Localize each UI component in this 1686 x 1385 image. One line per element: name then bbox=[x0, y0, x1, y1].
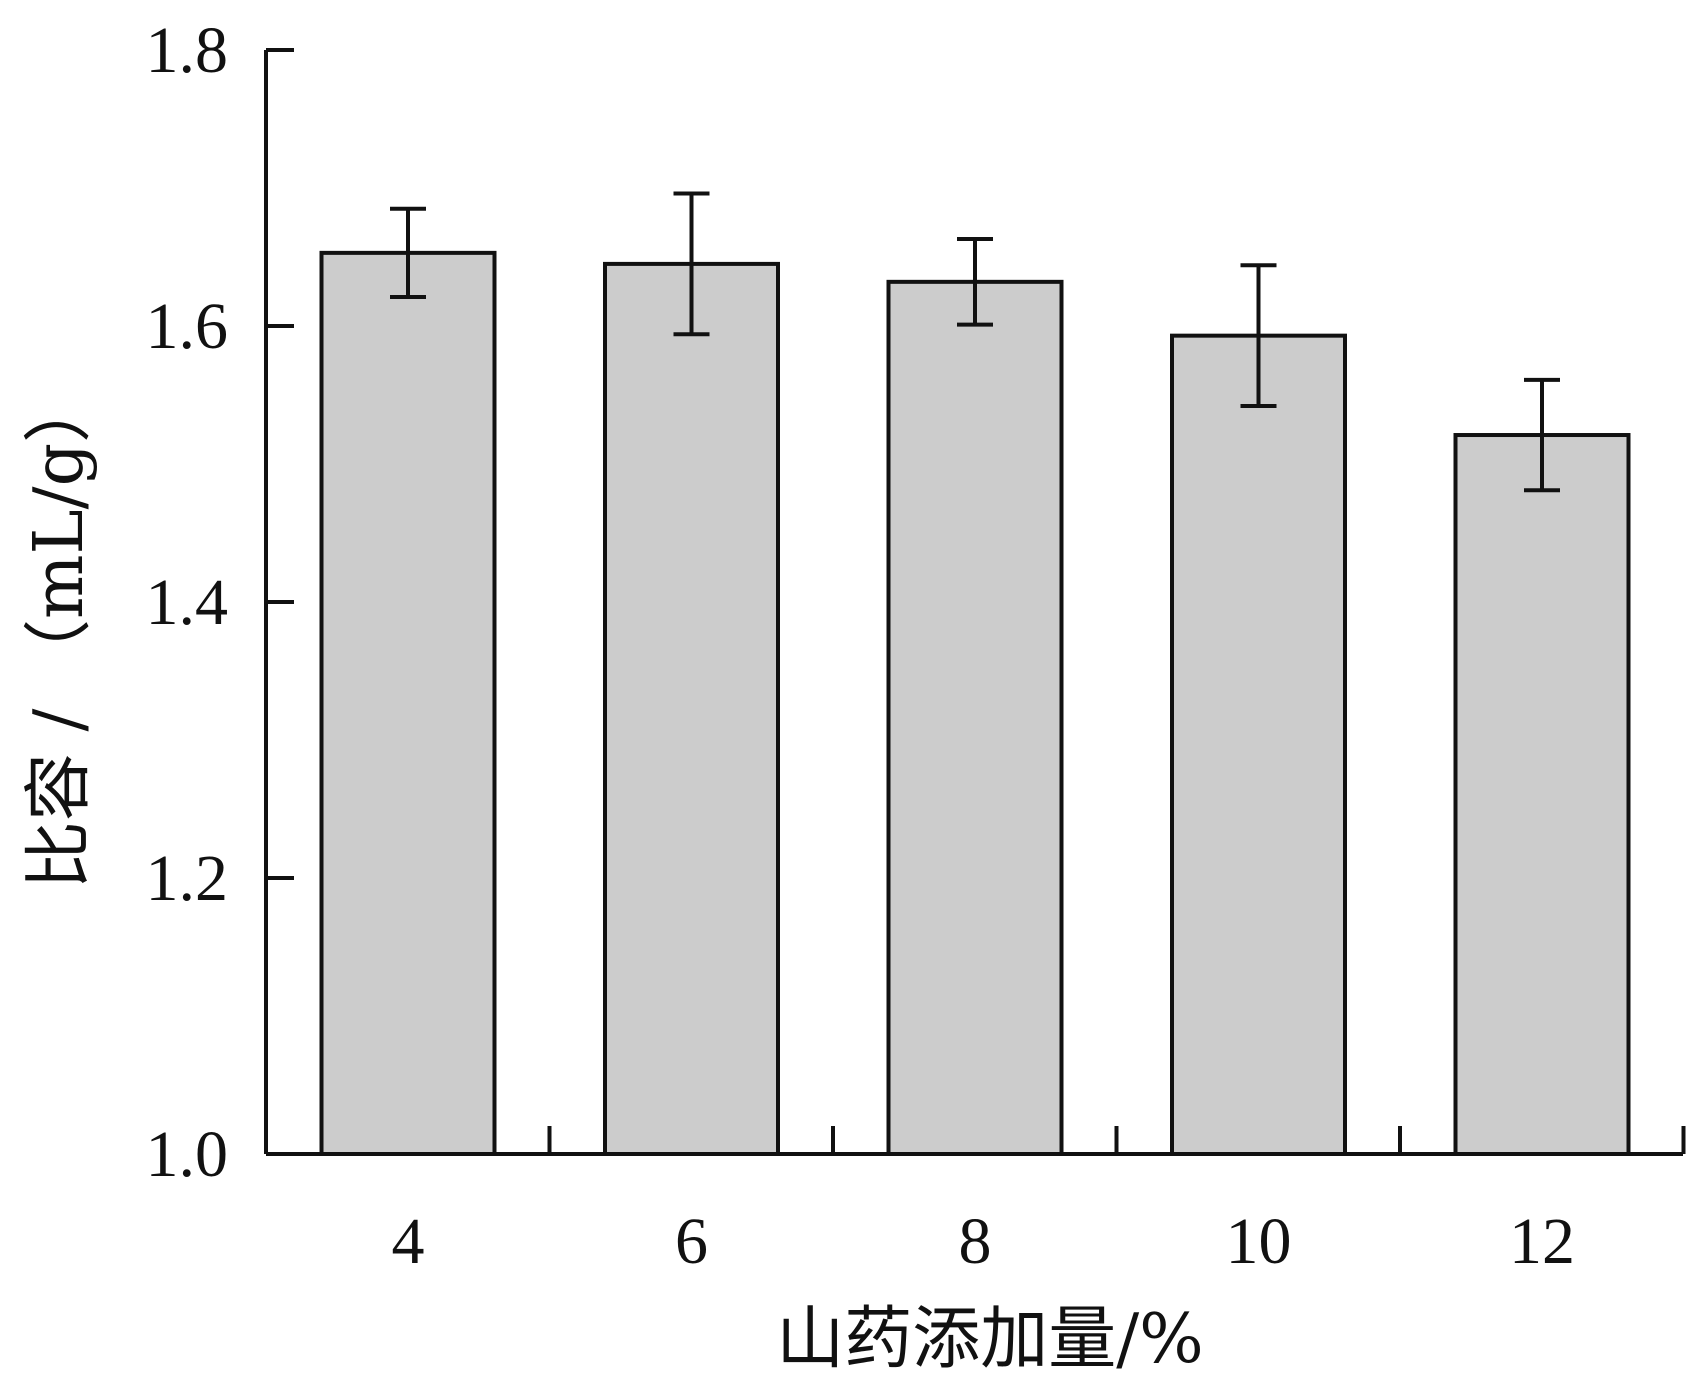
x-tick-label-6: 6 bbox=[675, 1205, 708, 1278]
x-tick-label-4: 4 bbox=[392, 1205, 425, 1278]
axes-layer bbox=[264, 48, 1686, 1156]
x-tick-label-10: 10 bbox=[1226, 1205, 1292, 1278]
bar-4 bbox=[319, 250, 497, 1157]
bar-12 bbox=[1453, 433, 1631, 1156]
y-tick-label-1.6: 1.6 bbox=[146, 290, 229, 363]
y-tick-label-1.8: 1.8 bbox=[146, 14, 229, 87]
x-tick-label-8: 8 bbox=[959, 1205, 992, 1278]
x-axis-title: 山药添加量/% bbox=[776, 1300, 1204, 1379]
y-tick-label-1.4: 1.4 bbox=[146, 566, 229, 639]
x-tick-label-12: 12 bbox=[1509, 1205, 1575, 1278]
bar-6 bbox=[603, 261, 780, 1156]
bar-8 bbox=[886, 279, 1064, 1156]
y-tick-label-1.2: 1.2 bbox=[146, 842, 229, 915]
y-tick-label-1.0: 1.0 bbox=[146, 1118, 229, 1191]
labels-layer: 4 6 8 10 12 1.0 1.2 1.4 1.6 1.8 bbox=[146, 14, 1576, 1278]
bar-10 bbox=[1170, 333, 1347, 1157]
error-bars-layer bbox=[390, 191, 1560, 493]
y-axis-title: 比容 / （mL/g） bbox=[20, 375, 99, 889]
bars-layer bbox=[319, 250, 1631, 1157]
